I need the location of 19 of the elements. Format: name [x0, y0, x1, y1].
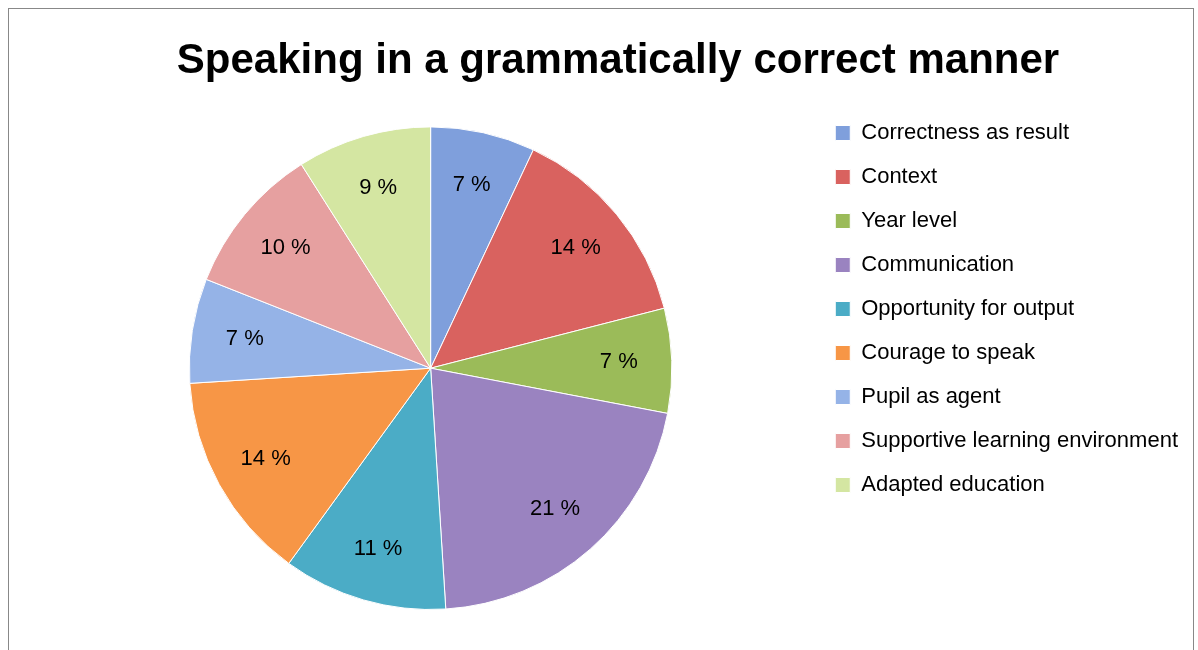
legend-label: Courage to speak — [861, 339, 1036, 365]
chart-title: Speaking in a grammatically correct manner — [176, 34, 1060, 82]
data-label: 7 % — [225, 324, 264, 350]
legend-label: Communication — [861, 251, 1015, 277]
data-label: 10 % — [260, 234, 311, 260]
legend-label: Pupil as agent — [861, 383, 1001, 409]
data-label: 14 % — [550, 234, 601, 260]
data-label: 14 % — [240, 444, 291, 470]
data-label: 11 % — [353, 535, 403, 560]
legend-label: Year level — [861, 207, 958, 233]
legend-label: Supportive learning environment — [861, 427, 1179, 453]
data-label: 9 % — [359, 173, 398, 199]
data-label: 7 % — [452, 170, 491, 196]
data-label: 21 % — [530, 495, 581, 521]
data-label: 7 % — [599, 348, 638, 374]
legend-label: Adapted education — [861, 471, 1045, 497]
legend-label: Context — [861, 163, 938, 189]
legend-label: Opportunity for output — [861, 295, 1075, 321]
legend-label: Correctness as result — [861, 119, 1070, 145]
